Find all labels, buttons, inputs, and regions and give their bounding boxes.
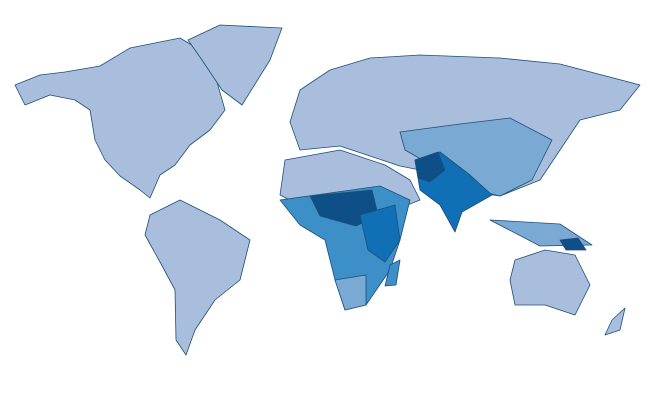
north-america [14, 37, 226, 199]
south-america [144, 199, 251, 356]
east-africa [359, 204, 401, 263]
pakistan-afghanistan [414, 151, 446, 183]
southern-africa [334, 274, 367, 311]
new-zealand [604, 307, 626, 336]
papua-new-guinea [559, 237, 587, 251]
madagascar [384, 259, 401, 287]
greenland [187, 24, 283, 106]
australia [509, 249, 591, 316]
